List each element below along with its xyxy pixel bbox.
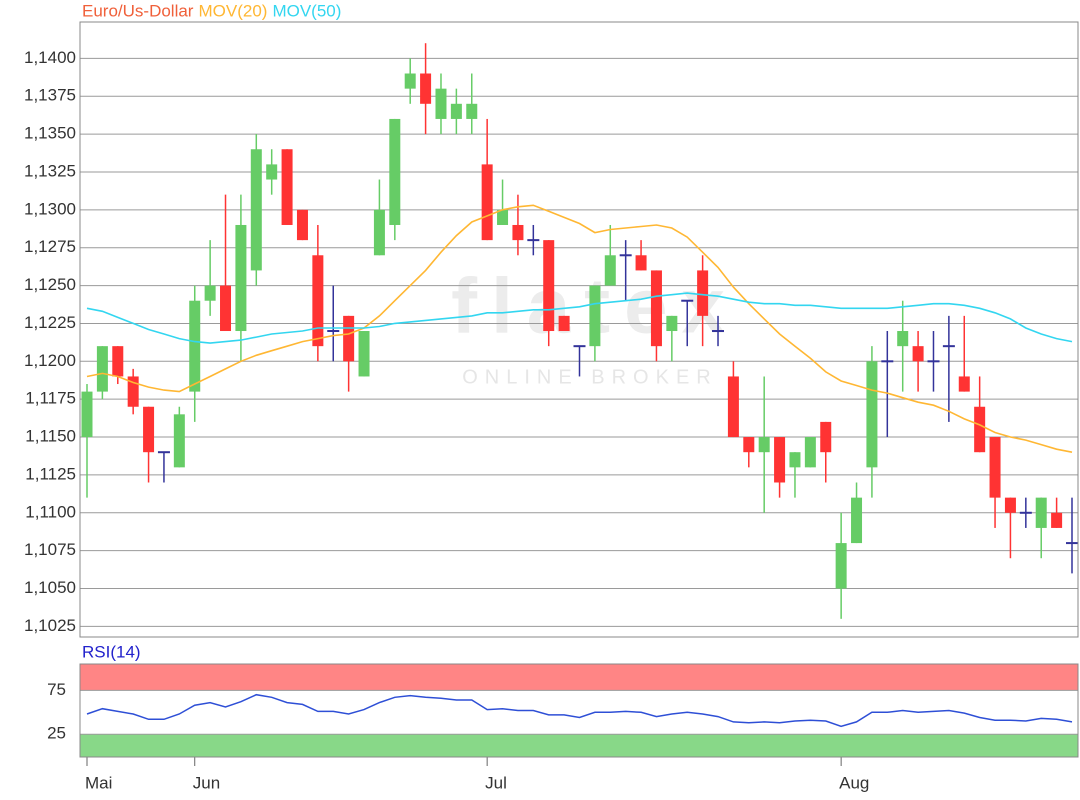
candle-body xyxy=(296,209,308,241)
candle-body xyxy=(543,240,555,332)
candle-body xyxy=(1004,497,1016,513)
candle-body xyxy=(343,315,355,362)
y-tick-label: 1,1075 xyxy=(24,540,76,559)
y-tick-label: 1,1100 xyxy=(25,502,76,521)
candle-body xyxy=(250,149,262,271)
moving-average-line xyxy=(86,292,1073,344)
legend-entry: MOV(20) xyxy=(198,1,267,20)
y-tick-label: 1,1350 xyxy=(24,124,76,143)
zone-band xyxy=(80,734,1078,757)
candle-body xyxy=(373,209,385,256)
candle-body xyxy=(666,315,678,332)
candle-body xyxy=(235,224,247,332)
y-tick-label: 1,1275 xyxy=(24,237,76,256)
candle-body xyxy=(112,346,124,377)
candle-body xyxy=(497,209,509,225)
candle-body xyxy=(804,437,816,468)
rsi-plot-frame xyxy=(79,663,1079,758)
candle-body xyxy=(727,376,739,438)
y-tick-label: 1,1325 xyxy=(24,161,76,180)
candle-body xyxy=(558,315,570,332)
legend-entry: Euro/Us-Dollar xyxy=(82,1,194,20)
y-tick-label: 75 xyxy=(47,680,66,699)
y-tick-label: 1,1375 xyxy=(24,86,76,105)
x-tick-label: Aug xyxy=(839,773,869,792)
candle-body xyxy=(481,164,493,241)
candle-body xyxy=(774,437,786,483)
candle-body xyxy=(312,255,324,347)
candle-body xyxy=(650,270,662,347)
zone-band xyxy=(80,664,1078,691)
watermark-tagline: ONLINE BROKER xyxy=(462,366,717,388)
candle-body xyxy=(96,346,108,392)
candle-body xyxy=(189,300,201,392)
candle-body xyxy=(974,406,986,453)
candle-body xyxy=(173,414,185,468)
candle-body xyxy=(851,497,863,544)
x-tick-label: Mai xyxy=(85,773,112,792)
candle-body xyxy=(835,543,847,589)
candle-body xyxy=(866,361,878,468)
candle-body xyxy=(466,103,478,119)
y-tick-label: 1,1025 xyxy=(24,616,76,635)
candle-body xyxy=(635,255,647,271)
candle-body xyxy=(820,421,832,453)
candle-body xyxy=(389,118,401,225)
candle-body xyxy=(143,406,155,453)
candle-body xyxy=(358,331,370,377)
candle-body xyxy=(1035,497,1047,528)
candle-body xyxy=(81,391,93,438)
y-tick-label: 1,1125 xyxy=(25,464,76,483)
y-tick-label: 1,1400 xyxy=(24,48,76,67)
y-tick-label: 1,1050 xyxy=(24,578,76,597)
candle-body xyxy=(897,331,909,347)
x-tick-label: Jul xyxy=(485,773,507,792)
candle-body xyxy=(989,437,1001,498)
panel-title: RSI(14) xyxy=(82,642,141,661)
candle-body xyxy=(604,255,616,286)
candle-body xyxy=(912,346,924,362)
candle-body xyxy=(266,164,278,180)
candle-body xyxy=(404,73,416,89)
candle-body xyxy=(204,285,216,301)
candle-body xyxy=(220,285,232,332)
legend-entry: MOV(50) xyxy=(272,1,341,20)
candle-body xyxy=(958,376,970,392)
rsi-line xyxy=(86,693,1073,728)
candle-body xyxy=(789,452,801,468)
candle-body xyxy=(450,103,462,119)
y-tick-label: 1,1200 xyxy=(24,351,76,370)
y-tick-label: 25 xyxy=(47,724,66,743)
candle-body xyxy=(697,270,709,316)
moving-average-line xyxy=(86,204,1073,453)
candle-body xyxy=(127,376,139,407)
candle-body xyxy=(589,285,601,347)
y-tick-label: 1,1225 xyxy=(24,313,76,332)
x-tick-label: Jun xyxy=(193,773,220,792)
candles xyxy=(81,43,1078,619)
y-tick-label: 1,1300 xyxy=(24,199,76,218)
candle-body xyxy=(420,73,432,104)
main-plot-frame xyxy=(79,21,1079,638)
candle-body xyxy=(1051,512,1063,528)
y-tick-label: 1,1175 xyxy=(25,389,76,408)
candle-body xyxy=(281,149,293,225)
y-tick-label: 1,1250 xyxy=(24,275,76,294)
y-tick-label: 1,1150 xyxy=(25,427,76,446)
candle-body xyxy=(435,88,447,119)
candle-body xyxy=(758,437,770,453)
candle-body xyxy=(512,224,524,241)
candle-body xyxy=(743,437,755,453)
